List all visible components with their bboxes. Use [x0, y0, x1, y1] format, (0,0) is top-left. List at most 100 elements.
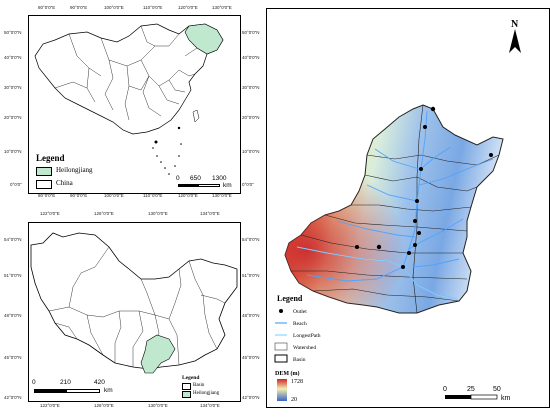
- heilongjiang-outline: [30, 232, 238, 370]
- heilongjiang-scalebar-bar: [34, 389, 100, 393]
- b-bottom-tick-3: 134°0'0"E: [200, 403, 220, 408]
- heilongjiang-scalebar-unit: km: [104, 387, 113, 394]
- heilongjiang-map-frame: [28, 222, 241, 402]
- basin-region: [140, 334, 176, 374]
- dem-legend-ramp: [277, 379, 287, 401]
- province-borders: [54, 25, 208, 121]
- lat-tick-right-3: 20°0'0"N: [242, 115, 260, 120]
- b-lat-tick-1: 51°0'0"N: [4, 273, 22, 278]
- dem-legend-max: 1728: [291, 379, 303, 385]
- heilongjiang-map: [30, 232, 238, 374]
- lat-tick-2: 30°0'0"N: [4, 85, 22, 90]
- b-top-tick-2: 130°0'0"E: [148, 211, 168, 216]
- north-arrow: [509, 29, 521, 53]
- china-map-frame: [28, 15, 241, 194]
- taiwan: [192, 109, 200, 123]
- lat-tick-right-1: 40°0'0"N: [242, 55, 260, 60]
- dem-legend-min: 20: [291, 397, 297, 403]
- heilongjiang-panel: 122°0'0"E 126°0'0"E 130°0'0"E 134°0'0"E: [0, 206, 262, 418]
- lat-tick-5: 0°0'0": [10, 182, 22, 187]
- china-overview-panel: 80°0'0"E 90°0'0"E 100°0'0"E 110°0'0"E 12…: [0, 0, 262, 200]
- legend-label-basin: Basin: [293, 357, 306, 363]
- heilongjiang-legend-label-basin: Basin: [193, 383, 205, 388]
- heilongjiang-legend-swatch-heilongjiang: [182, 391, 191, 398]
- basin-scalebar-label-2: 50: [493, 386, 501, 393]
- b-lat-tick-right-1: 51°0'0"N: [242, 273, 260, 278]
- legend-watershed-symbol: [274, 342, 288, 351]
- china-outline: [34, 23, 224, 135]
- china-scalebar-unit: km: [223, 182, 232, 189]
- china-legend-swatch-china: [36, 180, 52, 189]
- china-legend-label-heilongjiang: Heilongjiang: [56, 166, 93, 174]
- basin-scalebar-white: [470, 394, 498, 400]
- legend-basin-symbol: [274, 354, 288, 363]
- china-legend-swatch-heilongjiang: [36, 167, 52, 176]
- lat-tick-right-4: 10°0'0"N: [242, 149, 260, 154]
- north-arrow-label: N: [511, 19, 519, 30]
- basin-scalebar-black: [445, 395, 471, 399]
- longest-path: [296, 246, 458, 300]
- legend-outlet-symbol: [279, 309, 283, 313]
- b-lat-tick-0: 54°0'0"N: [4, 237, 22, 242]
- lat-tick-0: 50°0'0"N: [4, 30, 22, 35]
- dem-legend-title: DEM (m): [275, 370, 300, 377]
- basin-legend-title: Legend: [277, 294, 303, 303]
- china-scalebar-label-1: 650: [190, 175, 201, 182]
- legend-label-reach: Reach: [293, 321, 307, 327]
- b-lat-tick-4: 42°0'0"N: [4, 395, 22, 400]
- bottom-tick-0: 80°0'0"E: [38, 193, 56, 198]
- heilongjiang-legend-label-heilongjiang: Heilongjiang: [193, 391, 220, 396]
- legend-label-longestpath: LongestPath: [293, 333, 321, 339]
- heilongjiang-region: [184, 23, 224, 55]
- b-lat-tick-right-0: 54°0'0"N: [242, 237, 260, 242]
- b-top-tick-0: 122°0'0"E: [40, 211, 60, 216]
- legend-label-watershed: Watershed: [293, 345, 316, 351]
- china-scalebar-bar: [178, 184, 220, 187]
- heilongjiang-legend-swatch-basin: [182, 383, 191, 390]
- lat-tick-right-2: 30°0'0"N: [242, 85, 260, 90]
- outlet-points: [355, 106, 493, 269]
- lat-tick-4: 10°0'0"N: [4, 149, 22, 154]
- china-legend-title: Legend: [36, 153, 65, 163]
- top-tick-0: 80°0'0"E: [38, 5, 56, 10]
- basin-scalebar-label-0: 0: [443, 386, 447, 393]
- top-tick-5: 130°0'0"E: [212, 5, 232, 10]
- b-lat-tick-right-4: 42°0'0"N: [242, 395, 260, 400]
- b-lat-tick-right-2: 48°0'0"N: [242, 313, 260, 318]
- lat-tick-right-0: 50°0'0"N: [242, 30, 260, 35]
- lat-tick-3: 20°0'0"N: [4, 115, 22, 120]
- bottom-tick-4: 120°0'0"E: [178, 193, 198, 198]
- china-scalebar: 0 650 1300 km: [176, 175, 232, 189]
- basin-dem-map: N: [274, 19, 521, 403]
- top-tick-3: 110°0'0"E: [143, 5, 163, 10]
- china-scalebar-label-0: 0: [176, 175, 180, 182]
- basin-dem-panel: N: [266, 8, 550, 408]
- b-lat-tick-3: 45°0'0"N: [4, 355, 22, 360]
- b-top-tick-1: 126°0'0"E: [94, 211, 114, 216]
- china-legend-label-china: China: [56, 179, 73, 187]
- china-map: [34, 23, 224, 175]
- heilongjiang-legend-title: Legend: [182, 375, 200, 381]
- lat-tick-1: 40°0'0"N: [4, 55, 22, 60]
- b-bottom-tick-0: 122°0'0"E: [40, 403, 60, 408]
- heilongjiang-scalebar-label-0: 0: [32, 379, 36, 386]
- south-sea-islands: [152, 126, 182, 175]
- top-tick-2: 100°0'0"E: [104, 5, 124, 10]
- heilongjiang-scalebar: 0 210 420 km: [32, 379, 152, 398]
- heilongjiang-scalebar-label-2: 420: [94, 379, 105, 386]
- lat-tick-right-5: 0°0'0": [242, 182, 254, 187]
- basin-dem-west-highlands: [285, 105, 503, 313]
- bottom-tick-5: 130°0'0"E: [212, 193, 232, 198]
- b-lat-tick-2: 48°0'0"N: [4, 313, 22, 318]
- b-bottom-tick-1: 126°0'0"E: [94, 403, 114, 408]
- top-tick-4: 120°0'0"E: [178, 5, 198, 10]
- b-lat-tick-right-3: 45°0'0"N: [242, 355, 260, 360]
- basin-scalebar-label-1: 25: [467, 386, 475, 393]
- china-scalebar-label-2: 1300: [212, 175, 227, 182]
- legend-label-outlet: Outlet: [293, 309, 307, 315]
- heilongjiang-scalebar-label-1: 210: [60, 379, 71, 386]
- b-bottom-tick-2: 130°0'0"E: [148, 403, 168, 408]
- bottom-tick-2: 100°0'0"E: [104, 193, 124, 198]
- bottom-tick-3: 110°0'0"E: [143, 193, 163, 198]
- b-top-tick-3: 134°0'0"E: [200, 211, 220, 216]
